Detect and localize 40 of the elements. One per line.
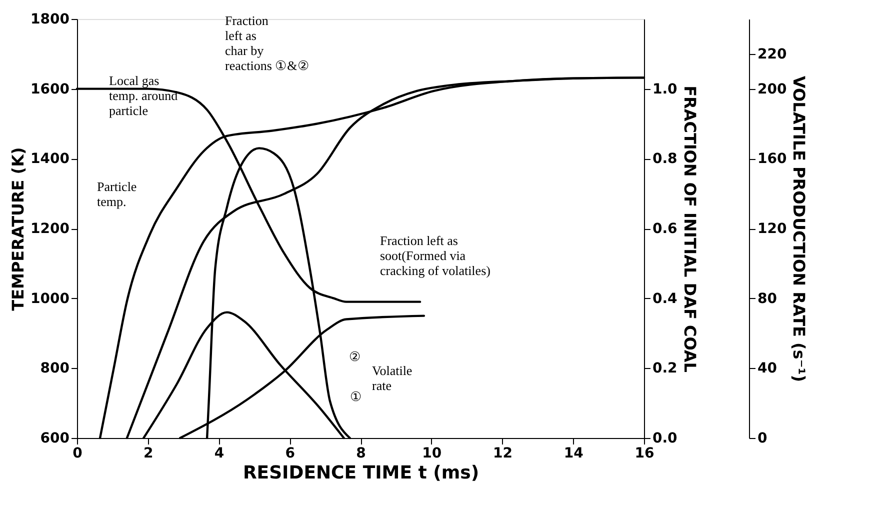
y3-tick-label: 80 — [758, 290, 778, 307]
x-axis-title: RESIDENCE TIME t (ms) — [242, 462, 480, 484]
x-tick-label: 2 — [144, 446, 154, 462]
annotation: Fraction left as soot(Formed via cracking of volatiles) — [380, 233, 490, 278]
y-tick-label: 800 — [40, 360, 70, 377]
annotation: Particle temp. — [97, 179, 137, 209]
y-tick-label: 1800 — [30, 12, 70, 28]
y2-tick-label: 0.2 — [652, 360, 678, 377]
x-tick-label: 6 — [285, 446, 295, 462]
y2-tick-label: 0.8 — [652, 151, 678, 168]
x-tick-label: 14 — [564, 446, 584, 462]
y3-tick-label: 160 — [758, 151, 787, 168]
annotation: ① — [350, 389, 362, 404]
y2-tick-label: 0.4 — [652, 290, 678, 307]
y-tick-label: 1200 — [30, 221, 70, 237]
y3-axis-title: VOLATILE PRODUCTION RATE (s⁻¹) — [790, 76, 809, 382]
x-tick-label: 10 — [422, 446, 442, 462]
y2-tick-label: 0.6 — [652, 221, 678, 237]
y-tick-label: 1600 — [30, 81, 70, 98]
annotation: Local gas temp. around particle — [109, 73, 178, 118]
y3-tick-label: 40 — [758, 360, 778, 377]
y-tick-label: 600 — [40, 430, 70, 446]
y-tick-label: 1000 — [30, 290, 70, 307]
x-tick-label: 12 — [493, 446, 512, 462]
x-tick-label: 16 — [634, 446, 654, 462]
y2-tick-label: 1.0 — [652, 81, 678, 98]
annotation: Volatile rate — [372, 363, 412, 393]
x-tick-label: 4 — [214, 446, 224, 462]
annotation: ② — [349, 349, 361, 364]
y2-axis-title: FRACTION OF INITIAL DAF COAL — [680, 86, 700, 372]
y-axis-title: TEMPERATURE (K) — [8, 147, 28, 311]
y3-tick-label: 0 — [758, 430, 768, 446]
y3-tick-label: 220 — [758, 46, 787, 62]
x-tick-label: 0 — [72, 446, 83, 462]
y3-tick-label: 200 — [758, 81, 787, 98]
y3-tick-label: 120 — [758, 221, 787, 237]
y2-tick-label: 0.0 — [652, 430, 678, 446]
annotation: Fraction left as char by reactions ①&② — [225, 13, 310, 73]
y-tick-label: 1400 — [30, 151, 70, 168]
x-tick-label: 8 — [356, 446, 366, 462]
